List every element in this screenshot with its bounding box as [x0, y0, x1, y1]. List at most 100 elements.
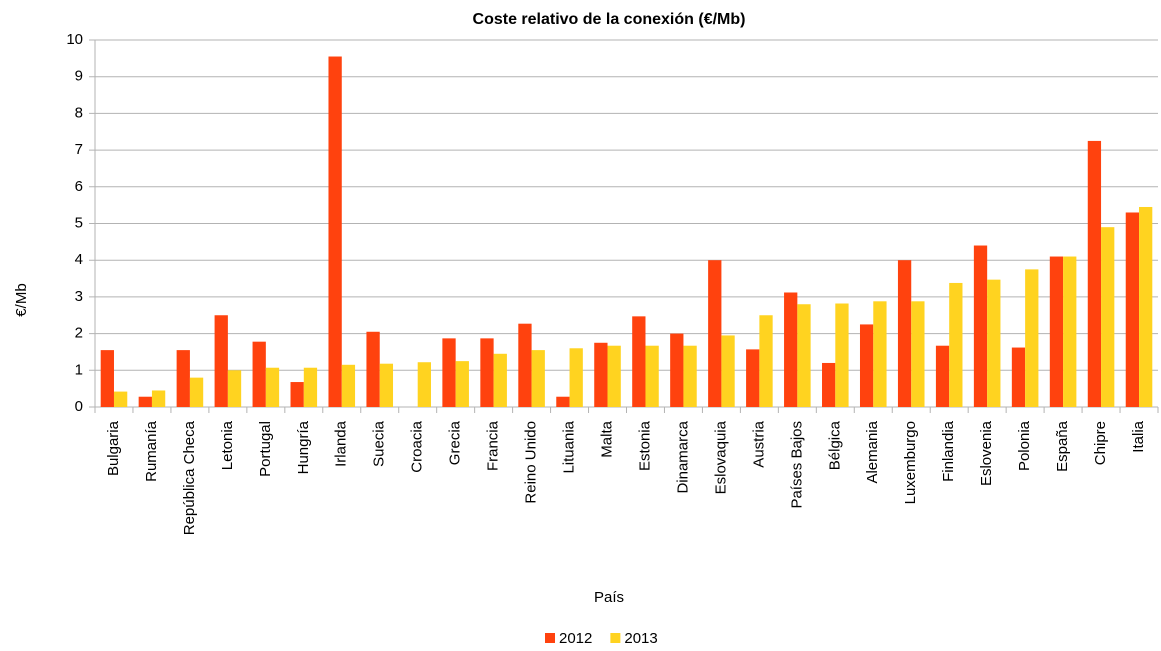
- bar: [1087, 140, 1102, 408]
- y-tick-label: 9: [75, 68, 83, 85]
- x-tick-label: Suecia: [371, 420, 388, 467]
- x-tick-label: Grecia: [447, 420, 464, 465]
- bar: [784, 292, 798, 407]
- x-tick-label: República Checa: [181, 420, 198, 535]
- bar: [822, 362, 836, 407]
- y-tick-label: 1: [75, 361, 83, 378]
- y-tick-label: 4: [75, 251, 83, 268]
- y-tick-label: 5: [75, 214, 83, 231]
- bar: [949, 282, 963, 407]
- bar: [341, 364, 356, 407]
- legend-swatch: [545, 633, 555, 643]
- bar: [480, 338, 494, 407]
- x-tick-label: Italia: [1130, 420, 1147, 452]
- bar: [214, 315, 228, 407]
- bar: [176, 350, 190, 407]
- x-tick-label: Finlandia: [940, 420, 957, 482]
- bar: [987, 279, 1001, 407]
- bar: [303, 367, 318, 407]
- bar: [531, 350, 545, 407]
- legend-label: 2013: [624, 630, 657, 647]
- x-axis-label: País: [594, 589, 624, 606]
- bar: [1101, 227, 1115, 407]
- y-tick-label: 3: [75, 288, 83, 305]
- bar: [859, 324, 874, 407]
- chart-title: Coste relativo de la conexión (€/Mb): [473, 11, 746, 28]
- bar: [569, 348, 583, 407]
- bar: [455, 361, 469, 407]
- x-tick-label: Alemania: [864, 420, 881, 483]
- x-tick-label: Polonia: [1016, 420, 1033, 471]
- bar: [973, 245, 988, 407]
- bar: [683, 345, 697, 407]
- bar: [556, 396, 570, 407]
- bar: [935, 345, 950, 407]
- bar: [417, 362, 431, 407]
- bar: [442, 338, 456, 407]
- bar: [493, 353, 507, 407]
- bar: [911, 301, 925, 407]
- y-tick-label: 0: [75, 398, 83, 415]
- x-tick-label: Rumanía: [143, 420, 160, 482]
- x-tick-label: Eslovenia: [978, 420, 995, 486]
- x-tick-label: Luxemburgo: [902, 421, 919, 504]
- x-tick-label: Dinamarca: [674, 420, 691, 493]
- bar: [1125, 212, 1140, 407]
- x-tick-label: España: [1054, 420, 1071, 472]
- bar: [290, 382, 304, 407]
- bar: [594, 342, 608, 407]
- bar: [252, 341, 266, 407]
- bar: [265, 367, 280, 407]
- x-tick-label: Bulgaria: [105, 420, 122, 476]
- bar: [366, 331, 380, 407]
- y-tick-label: 10: [66, 31, 83, 48]
- legend-label: 2012: [559, 630, 592, 647]
- y-tick-label: 7: [75, 141, 83, 158]
- x-tick-label: Letonia: [219, 420, 236, 470]
- bar: [873, 301, 887, 407]
- y-tick-label: 6: [75, 178, 83, 195]
- x-tick-label: Bélgica: [826, 420, 843, 470]
- bar: [1063, 256, 1077, 407]
- bar: [1049, 256, 1064, 407]
- bar: [227, 370, 242, 407]
- x-tick-label: Eslovaquia: [712, 420, 729, 494]
- x-tick-label: Lituania: [561, 420, 578, 473]
- bar: [518, 323, 532, 407]
- bar: [189, 377, 204, 407]
- bar: [1139, 206, 1153, 407]
- bar: [835, 303, 849, 407]
- bar: [113, 391, 128, 407]
- bar: [797, 304, 811, 407]
- y-tick-label: 8: [75, 104, 83, 121]
- x-tick-label: Portugal: [257, 421, 274, 477]
- x-tick-label: Hungría: [295, 420, 312, 474]
- bar: [746, 349, 760, 407]
- y-axis-label: €/Mb: [13, 283, 30, 316]
- bar: [379, 363, 394, 407]
- x-tick-label: Irlanda: [333, 420, 350, 467]
- bar: [721, 335, 735, 407]
- bar: [328, 56, 342, 407]
- bar: [670, 333, 684, 407]
- x-tick-label: Reino Unido: [523, 421, 540, 504]
- bar: [645, 345, 659, 407]
- x-tick-label: Malta: [598, 420, 615, 457]
- x-tick-label: Países Bajos: [788, 421, 805, 509]
- bar: [100, 350, 114, 407]
- bar: [708, 260, 722, 407]
- legend-swatch: [610, 633, 621, 643]
- bar: [151, 390, 166, 407]
- bar: [1011, 347, 1026, 407]
- x-tick-label: Francia: [485, 420, 502, 471]
- x-tick-label: Croacia: [409, 420, 426, 472]
- x-tick-label: Estonia: [636, 420, 653, 471]
- bar: [759, 315, 773, 407]
- bar: [632, 316, 646, 407]
- bar: [607, 345, 621, 407]
- bar: [138, 396, 152, 407]
- y-tick-label: 2: [75, 325, 83, 342]
- x-tick-label: Chipre: [1092, 421, 1109, 465]
